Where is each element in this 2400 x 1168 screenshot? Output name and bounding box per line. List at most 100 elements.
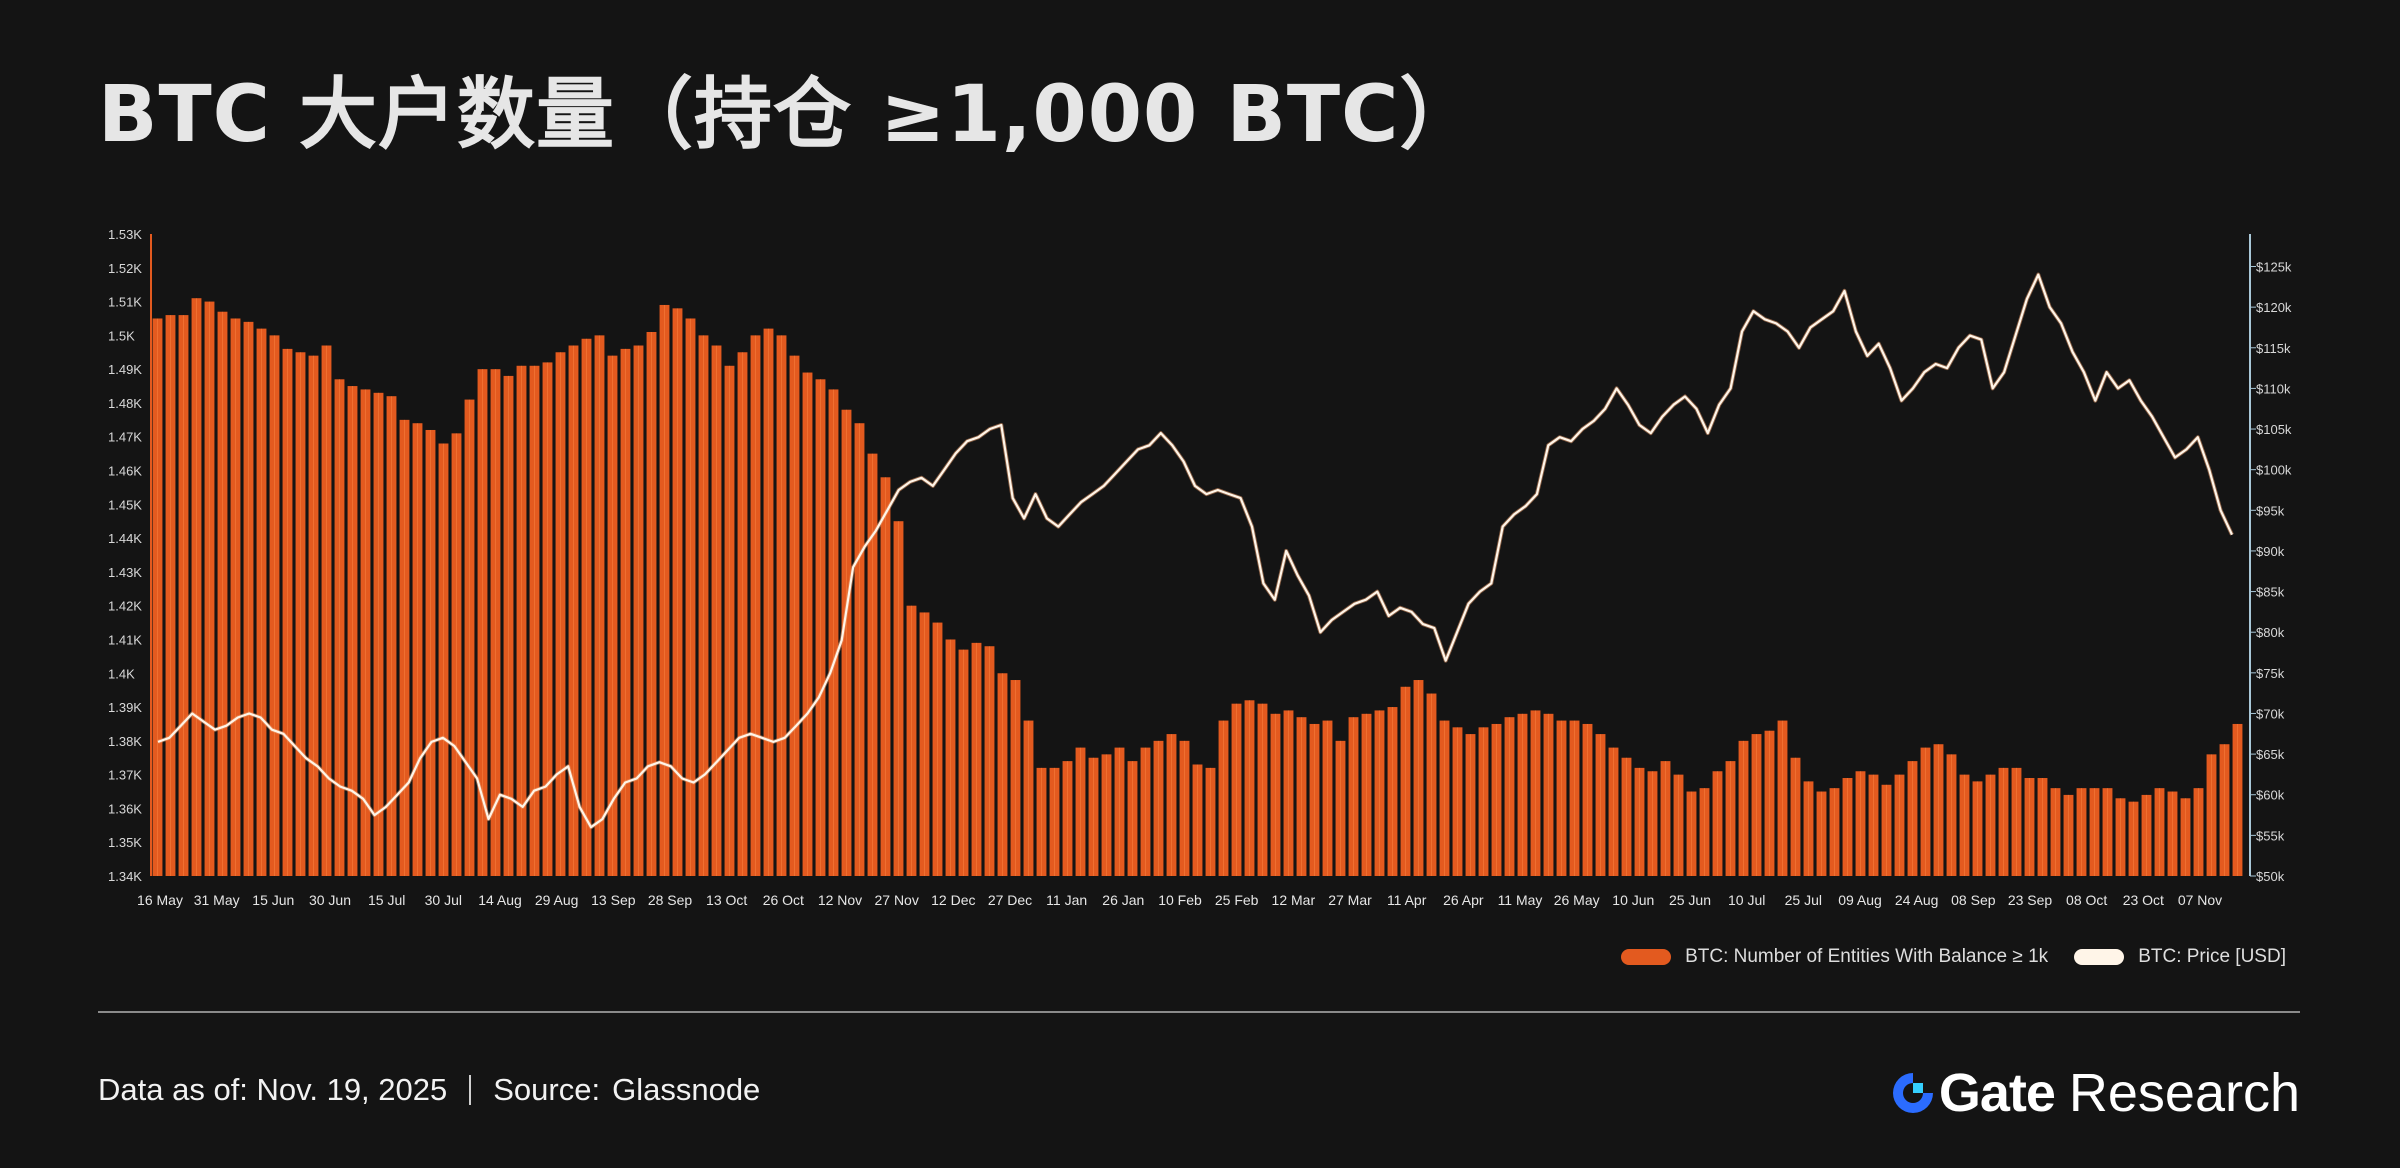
x-tick-label: 23 Oct [2123,892,2164,908]
x-axis: 16 May 31 May 15 Jun 30 Jun 15 Jul 30 Jul 14 A… [137,892,2222,908]
entity-bar [1075,747,1086,876]
chart-legend: BTC: Number of Entities With Balance ≥ 1… [1621,946,2286,968]
entity-bar [334,379,345,876]
entity-bar [1855,771,1866,876]
entity-bar [802,372,813,876]
entity-bar [1140,747,1151,876]
entity-bar [2102,788,2113,876]
left-tick-label: 1.41K [108,632,142,647]
x-tick-label: 15 Jul [368,892,405,908]
x-tick-label: 26 Jan [1102,892,1144,908]
entity-bar [1491,723,1502,876]
entity-bar [269,335,280,876]
entity-bar [1595,734,1606,876]
entity-bar [308,355,319,877]
entity-bar [698,335,709,876]
entity-bar [880,477,891,876]
entity-bar [1504,717,1515,876]
legend-item-entities[interactable]: BTC: Number of Entities With Balance ≥ 1… [1621,946,2048,968]
x-tick-label: 23 Sep [2008,892,2053,908]
entity-bar [1725,761,1736,876]
entity-bar [1361,713,1372,876]
entity-bar [685,318,696,876]
entity-bar [1790,757,1801,876]
entity-bar [2050,788,2061,876]
x-tick-label: 16 May [137,892,183,908]
footer-divider [98,1011,2300,1013]
entity-bar [165,315,176,876]
entity-bar [581,338,592,876]
entity-bar [217,311,228,876]
x-tick-label: 07 Nov [2178,892,2222,908]
right-tick-label: $90k [2256,544,2285,559]
entity-bar [451,433,462,876]
entity-bar [1634,767,1645,876]
entity-bar [204,301,215,876]
x-tick-label: 12 Dec [931,892,975,908]
entity-bar [1959,774,1970,876]
right-tick-label: $65k [2256,747,2285,762]
entity-bar [347,386,358,876]
entity-bar [1296,717,1307,876]
entity-bar [1309,723,1320,876]
left-y-axis: 1.34K 1.35K 1.36K 1.37K 1.38K 1.39K 1.4K 1.41K 1… [108,227,152,884]
entity-bar [1738,740,1749,876]
entity-bar [1647,771,1658,876]
entity-bar [1998,767,2009,876]
entity-bar [1517,713,1528,876]
entity-bar [1569,720,1580,876]
right-tick-label: $120k [2256,300,2292,315]
right-tick-label: $125k [2256,260,2292,275]
x-tick-label: 15 Jun [252,892,294,908]
entity-bar [607,355,618,877]
right-tick-label: $95k [2256,503,2285,518]
entity-bar [542,362,553,876]
left-tick-label: 1.49K [108,362,142,377]
entity-bar [1257,703,1268,876]
entity-bar [490,369,501,876]
x-tick-label: 12 Mar [1272,892,1316,908]
entity-bar [2232,723,2243,876]
entity-bar [1842,778,1853,876]
legend-label-price: BTC: Price [USD] [2138,946,2286,967]
entity-bar [1894,774,1905,876]
entity-bar [1049,767,1060,876]
entity-bar [2063,794,2074,876]
entity-bar [373,392,384,876]
entity-bar [2193,788,2204,876]
bar-series-entities [152,298,2243,877]
entity-bar [1231,703,1242,876]
entity-bar [399,419,410,876]
legend-item-price[interactable]: BTC: Price [USD] [2074,946,2286,968]
entity-bar [1179,740,1190,876]
data-as-of: Data as of: Nov. 19, 2025 [98,1072,448,1107]
right-y-axis: $50k $55k $60k $65k $70k $75k $80k $85k $90k $95k… [2249,234,2292,884]
x-tick-label: 13 Oct [706,892,747,908]
x-tick-label: 11 May [1498,892,1543,908]
entity-bar [1712,771,1723,876]
entity-bar [1543,713,1554,876]
entity-bar [789,355,800,877]
right-tick-label: $115k [2256,341,2291,356]
left-tick-label: 1.51K [108,295,142,310]
x-tick-label: 13 Sep [591,892,636,908]
entity-bar [1439,720,1450,876]
legend-label-entities: BTC: Number of Entities With Balance ≥ 1… [1685,946,2049,967]
entity-bar [1660,761,1671,876]
right-tick-label: $85k [2256,585,2285,600]
entity-bar [191,298,202,876]
x-tick-label: 25 Feb [1215,892,1259,908]
source-value: Glassnode [612,1072,761,1107]
brand-suffix: Research [2068,1063,2300,1123]
entity-bar [1868,774,1879,876]
x-tick-label: 26 Oct [763,892,804,908]
entity-bar [1608,747,1619,876]
entity-bar [464,399,475,876]
entity-bar [1530,710,1541,876]
right-tick-label: $110k [2256,381,2291,396]
entity-bar [555,352,566,876]
entity-bar [1972,781,1983,876]
entity-bar [1985,774,1996,876]
page-title: BTC 大户数量（持仓 ≥1,000 BTC） [98,70,1479,160]
left-tick-label: 1.48K [108,396,142,411]
